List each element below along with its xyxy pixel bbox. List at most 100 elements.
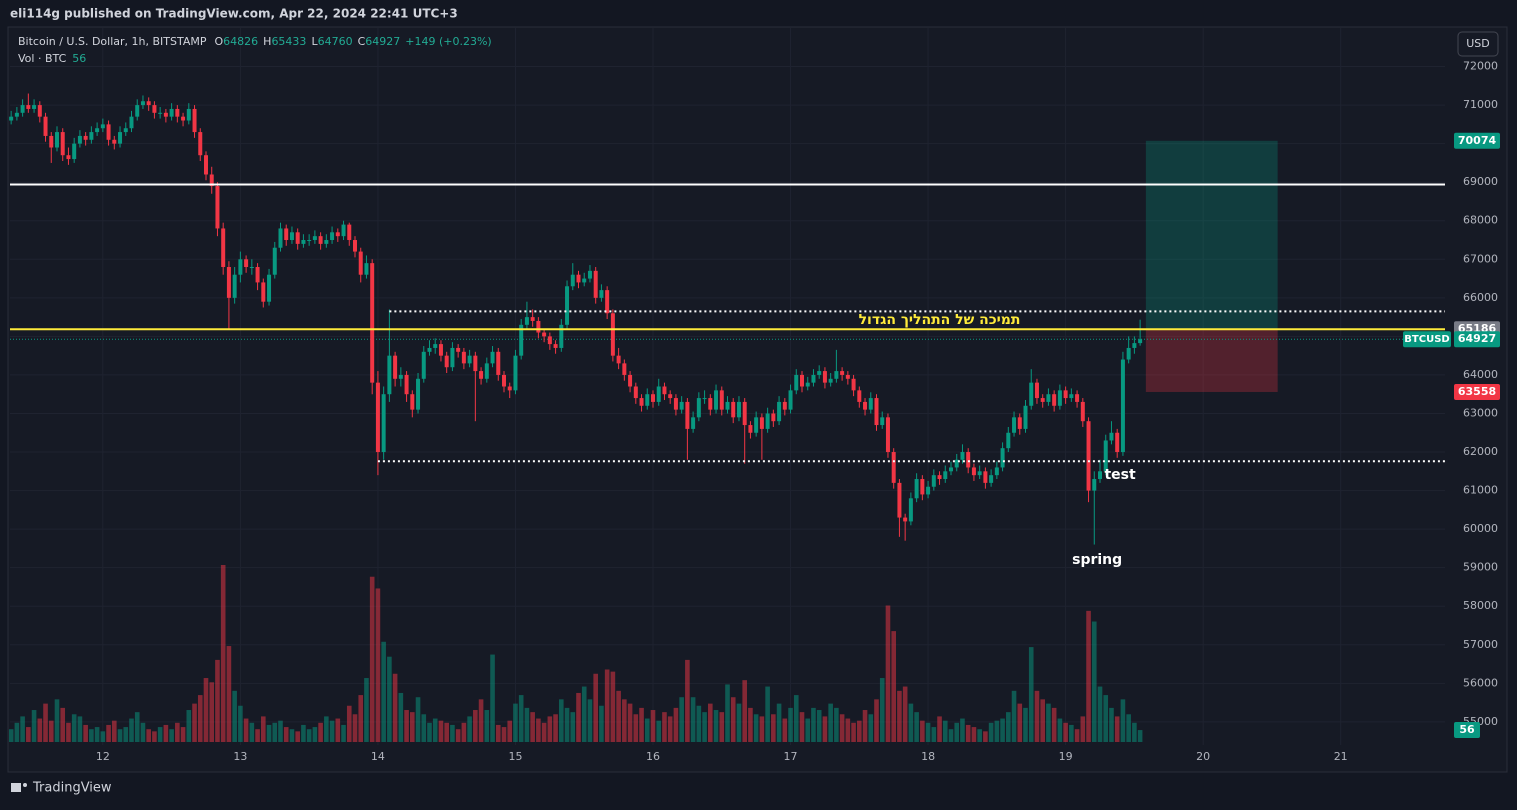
candle-body	[897, 482, 902, 518]
volume-bar	[931, 727, 937, 742]
candle-body	[840, 371, 845, 375]
volume-bar	[937, 716, 942, 742]
volume-bar	[765, 686, 770, 742]
candle-body	[307, 240, 312, 242]
candle-body	[255, 267, 260, 283]
volume-bar	[897, 690, 902, 742]
candle-body	[20, 105, 25, 113]
volume-bar	[1086, 610, 1091, 742]
volume-bar	[759, 716, 765, 742]
y-tick-label: 58000	[1463, 599, 1498, 612]
volume-bar	[713, 710, 719, 742]
volume-bar	[776, 703, 782, 742]
volume-bar	[753, 714, 759, 742]
volume-bar	[954, 722, 960, 742]
volume-bar	[536, 718, 541, 742]
candle-body	[238, 259, 243, 275]
volume-bar	[662, 712, 667, 742]
volume-bar	[249, 722, 255, 742]
candle-body	[1000, 448, 1005, 468]
candle-body	[416, 378, 421, 410]
volume-bar	[117, 729, 123, 742]
candle-body	[788, 390, 793, 410]
volume-bar	[696, 705, 702, 742]
candle-body	[725, 401, 730, 410]
candle-body	[32, 105, 37, 109]
volume-bar	[742, 680, 747, 742]
candle-body	[851, 378, 856, 391]
ohlc-key: L	[311, 35, 318, 48]
y-tick-label: 59000	[1463, 561, 1498, 574]
candle-body	[513, 355, 518, 391]
volume-bar	[667, 716, 673, 742]
volume-bar	[650, 710, 656, 742]
volume-bar	[576, 692, 581, 742]
candle-body	[387, 355, 392, 395]
volume-bar	[375, 588, 381, 742]
currency-button[interactable]	[1457, 31, 1499, 57]
candle-body	[370, 263, 375, 383]
candle-body	[456, 347, 461, 352]
x-tick-label: 21	[1334, 750, 1348, 763]
candle-body	[530, 317, 535, 321]
volume-bar	[26, 727, 31, 742]
volume-bar	[564, 707, 570, 742]
candle-body	[800, 374, 805, 387]
volume-bar	[736, 703, 742, 742]
candle-body	[759, 417, 764, 429]
candle-body	[880, 417, 885, 426]
candle-body	[943, 471, 948, 480]
volume-bar	[811, 707, 816, 742]
candle-body	[375, 382, 380, 453]
volume-bar	[708, 703, 713, 742]
candle-body	[444, 355, 449, 368]
candle-body	[312, 236, 317, 241]
volume-bar	[1109, 707, 1114, 742]
candle-body	[1080, 401, 1085, 422]
volume-bar	[559, 699, 564, 742]
candle-body	[72, 143, 77, 160]
price-label: 64927	[1458, 332, 1496, 345]
candle-body	[192, 108, 197, 133]
volume-bar	[524, 707, 530, 742]
volume-bar	[1057, 718, 1063, 742]
volume-bar	[994, 720, 1000, 742]
volume-bar	[983, 731, 988, 742]
volume-bar	[478, 699, 484, 742]
candle-body	[226, 267, 231, 298]
volume-bar	[243, 718, 249, 742]
candle-body	[960, 452, 965, 460]
candle-body	[89, 132, 94, 140]
y-tick-label: 71000	[1463, 98, 1498, 111]
candle-body	[599, 290, 604, 298]
candle-body	[805, 382, 810, 387]
candle-body	[1126, 347, 1131, 360]
candle-body	[765, 413, 770, 429]
candle-body	[1103, 440, 1108, 472]
candle-body	[37, 105, 42, 117]
currency-label[interactable]: USD	[1466, 37, 1490, 50]
ohlc-value: 65433	[271, 35, 306, 48]
volume-bar	[782, 718, 788, 742]
candle-body	[639, 398, 644, 406]
y-tick-label: 64000	[1463, 368, 1498, 381]
logo-dot	[23, 783, 27, 787]
volume-bar	[157, 727, 163, 742]
volume-bar	[685, 659, 690, 742]
candle-body	[920, 479, 925, 495]
volume-bar	[1126, 714, 1131, 742]
volume-bar	[690, 697, 696, 742]
candle-body	[519, 324, 524, 356]
volume-bar	[60, 707, 66, 742]
candle-body	[542, 332, 547, 337]
candle-body	[60, 132, 65, 156]
candle-body	[885, 417, 890, 453]
volume-bar	[816, 710, 822, 742]
volume-bar	[501, 727, 507, 742]
price-label-box	[1454, 331, 1500, 348]
candle-body	[484, 363, 489, 379]
x-tick-label: 19	[1059, 750, 1073, 763]
volume-bar	[9, 729, 14, 742]
chart-pane	[7, 26, 1508, 773]
